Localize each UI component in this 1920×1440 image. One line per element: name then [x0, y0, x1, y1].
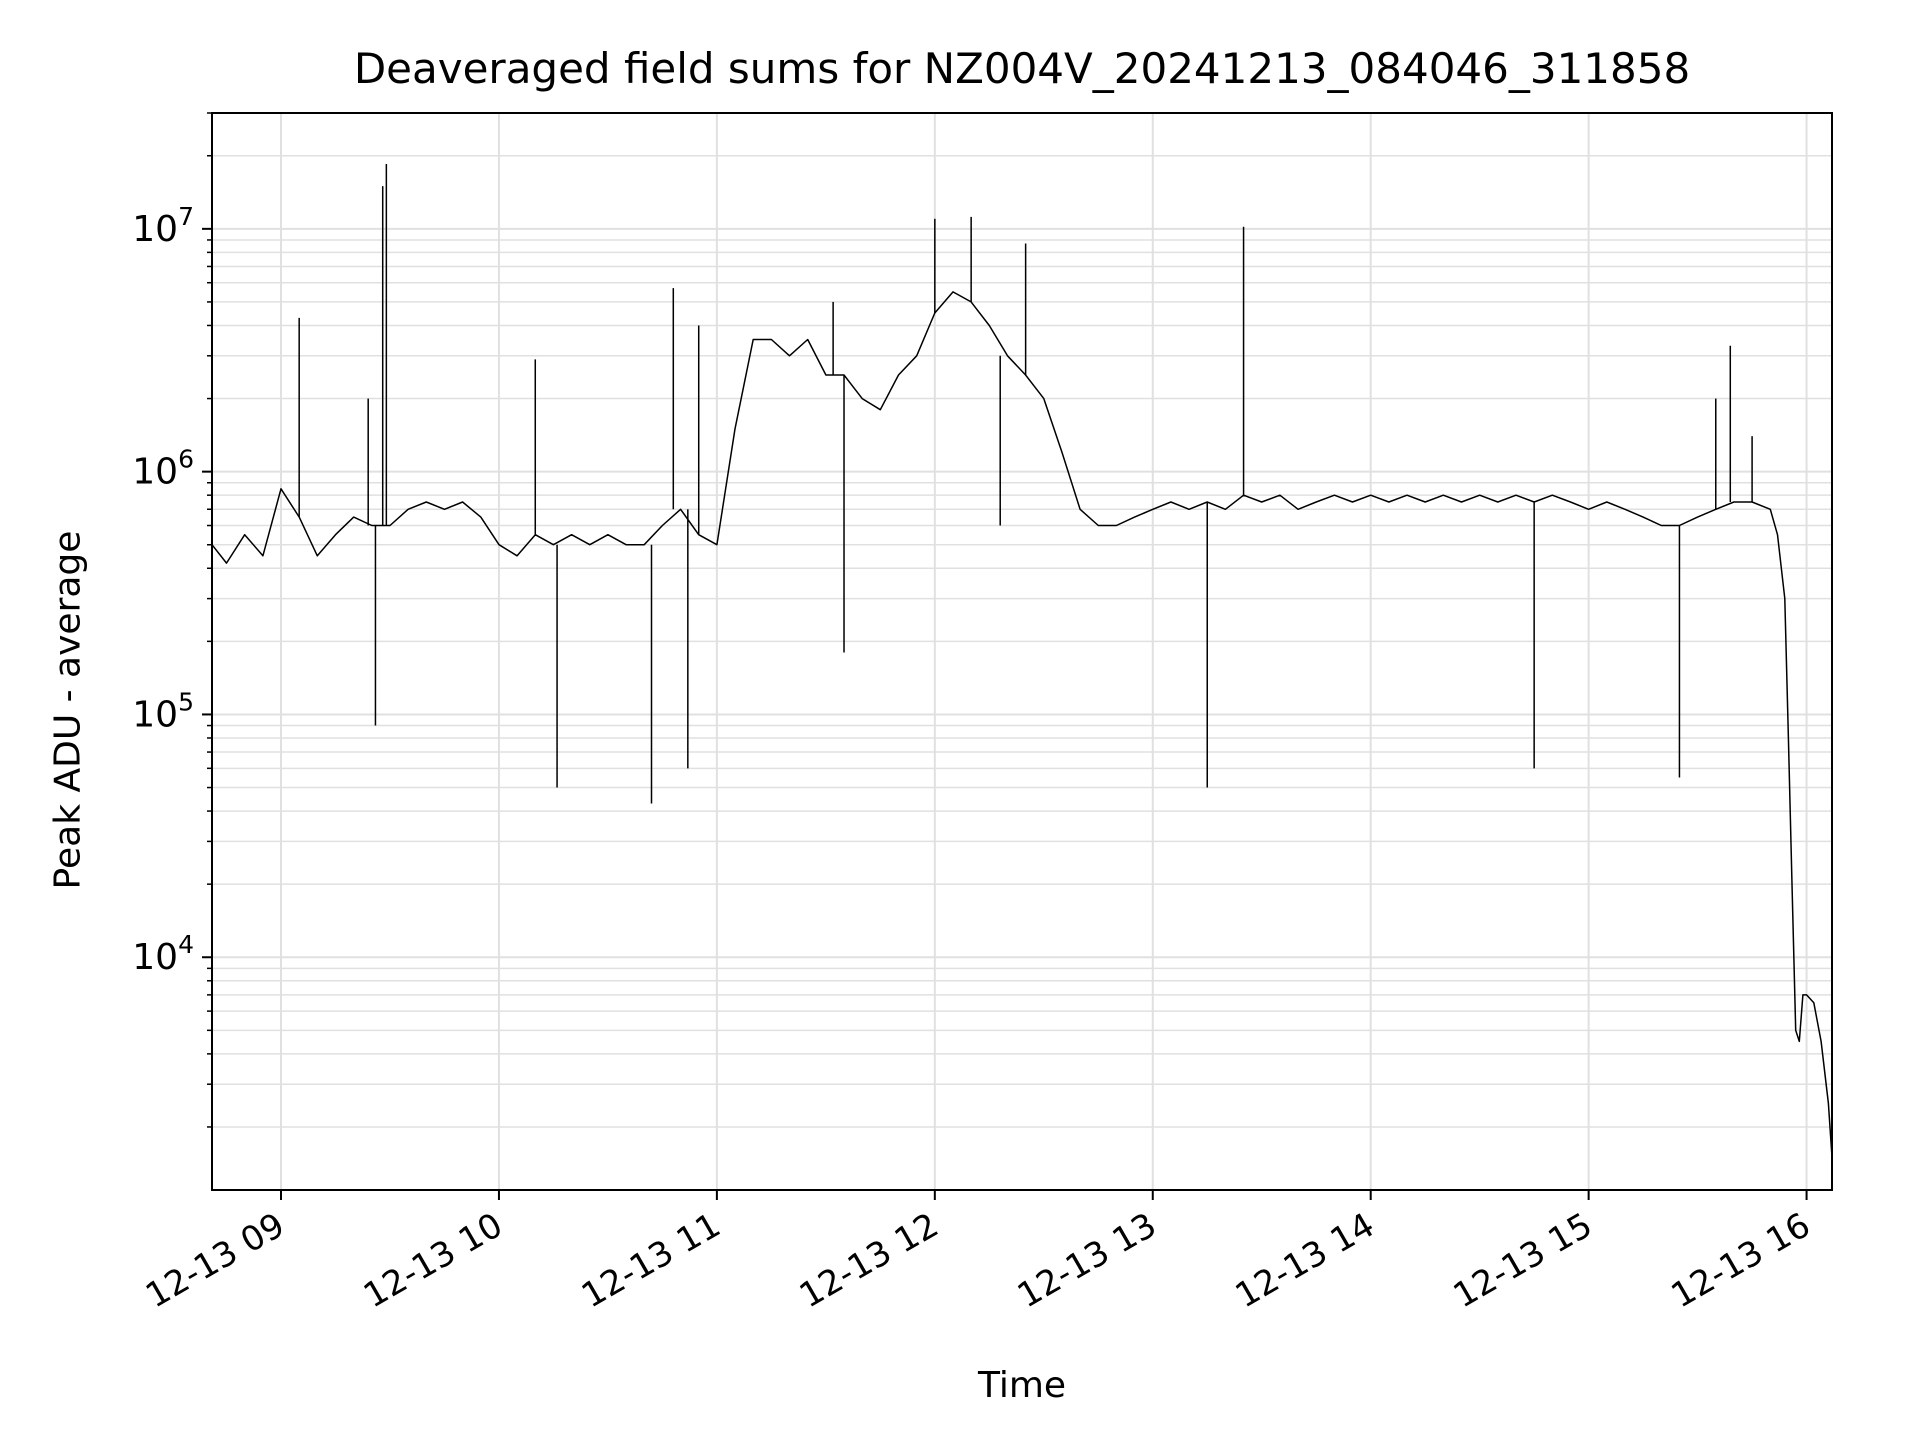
chart-title: Deaveraged field sums for NZ004V_2024121… [353, 44, 1691, 93]
y-tick-label: 104 [132, 930, 194, 978]
grid-lines [212, 112, 1832, 1190]
x-tick-label: 12-13 09 [139, 1205, 291, 1316]
plot-frame [211, 112, 1833, 1191]
x-tick-label: 12-13 16 [1665, 1205, 1817, 1316]
x-tick-label: 12-13 13 [1011, 1205, 1163, 1316]
y-tick-label: 107 [132, 202, 194, 250]
x-tick-label: 12-13 10 [357, 1205, 509, 1316]
y-tick-label: 105 [132, 687, 194, 735]
x-tick-label: 12-13 11 [575, 1205, 727, 1316]
x-tick-label: 12-13 14 [1229, 1205, 1381, 1316]
x-tick-label: 12-13 12 [793, 1205, 945, 1316]
x-axis-label: Time [977, 1365, 1067, 1406]
x-axis: 12-13 09 12-13 10 12-13 11 12-13 12 12-13 13… [139, 1190, 1817, 1316]
series-line [211, 291, 1833, 1158]
y-axis: 104 105 106 107 [132, 112, 212, 1128]
y-tick-label: 106 [132, 445, 194, 493]
x-tick-label: 12-13 15 [1447, 1205, 1599, 1316]
data-series [211, 163, 1833, 1158]
